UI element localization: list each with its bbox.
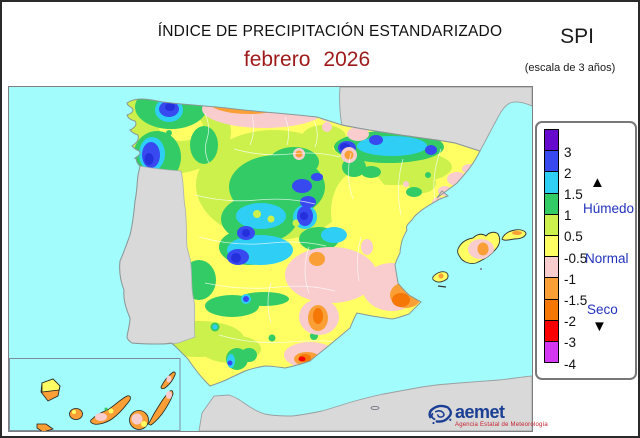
legend-swatch <box>544 298 559 321</box>
legend-item: 0.5 <box>544 213 624 243</box>
logo-wordmark: aemet <box>455 402 505 423</box>
balearic-islands <box>432 229 527 288</box>
legend-item: -1.5 <box>544 277 624 307</box>
legend-tick-label: -3 <box>564 335 577 351</box>
legend-item: 2 <box>544 150 624 180</box>
legend-tick-label: -2 <box>564 314 577 330</box>
legend-item: -3 <box>544 319 624 349</box>
legend-tick-label: 1.5 <box>564 187 583 203</box>
legend-tick-label: 0.5 <box>564 229 583 245</box>
legend-tick-label: -4 <box>564 356 577 372</box>
legend-item: 1.5 <box>544 171 624 201</box>
legend-normal-label: Normal <box>585 251 629 266</box>
legend-item: 3 <box>544 129 624 159</box>
map-canvas: aemet Agencia Estatal de Meteorología <box>8 86 548 432</box>
legend-item: -4 <box>544 340 624 371</box>
legend-swatch <box>544 129 559 152</box>
triangle-up-icon: ▲ <box>590 174 605 191</box>
legend-tick-label: -1 <box>564 271 577 287</box>
legend-panel: 3 2 1.5 1 0.5 -0.5 <box>535 121 637 380</box>
year-label: 2026 <box>323 48 371 71</box>
legend-item: -0.5 <box>544 234 624 265</box>
legend-swatch <box>544 256 559 279</box>
legend-swatch <box>544 192 559 215</box>
canary-islands-inset <box>9 358 181 431</box>
legend-tick-label: 2 <box>564 165 572 181</box>
legend-tick-label: 1 <box>564 208 572 224</box>
legend-scale: 3 2 1.5 1 0.5 -0.5 <box>544 129 624 371</box>
legend-swatch <box>544 150 559 173</box>
month-label: febrero <box>243 48 311 71</box>
alboran-island <box>370 406 380 410</box>
legend-swatch <box>544 171 559 194</box>
aemet-logo: aemet Agencia Estatal de Meteorología <box>427 400 548 432</box>
legend-tick-label: -0.5 <box>564 250 588 266</box>
legend-tick-label: -1.5 <box>564 293 588 308</box>
legend-swatch <box>544 319 559 342</box>
triangle-down-icon: ▼ <box>592 318 607 335</box>
legend-tick-label: 3 <box>564 144 572 160</box>
legend-swatch <box>544 277 559 300</box>
legend-swatch <box>544 234 559 258</box>
legend-humid-label: Húmedo <box>583 201 635 216</box>
legend-dry-label: Seco <box>587 302 618 317</box>
page-title: ÍNDICE DE PRECIPITACIÓN ESTANDARIZADO <box>157 23 503 40</box>
aemet-logo-icon <box>428 404 453 425</box>
scale-note: (escala de 3 años) <box>524 62 616 74</box>
map-date: febrero 2026 <box>187 48 427 72</box>
province-borders <box>194 112 442 344</box>
legend-swatch <box>544 340 559 364</box>
legend-item: -1 <box>544 256 624 286</box>
logo-subtitle: Agencia Estatal de Meteorología <box>455 421 548 428</box>
spain-spi-map <box>9 87 532 431</box>
iberia-coastline <box>119 98 481 387</box>
legend-swatch <box>544 213 559 236</box>
index-abbreviation: SPI <box>560 25 594 48</box>
